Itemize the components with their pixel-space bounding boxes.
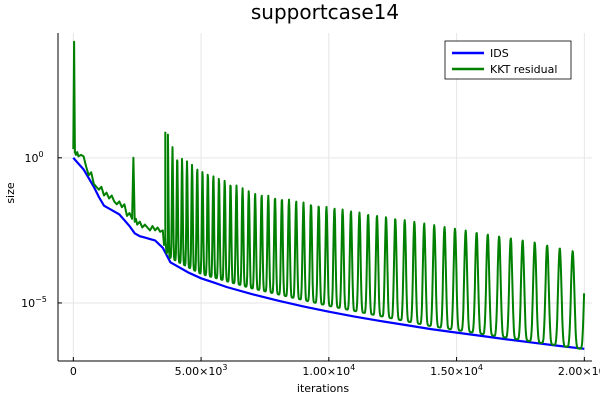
- x-tick-label: 2.00×104: [558, 363, 600, 378]
- legend-box: [444, 40, 572, 80]
- x-axis-label: iterations: [297, 382, 349, 395]
- x-ticks: 0 5.00×103 1.00×104 1.50×104 2.00×104: [70, 357, 600, 378]
- x-tick-label: 0: [70, 365, 77, 378]
- x-tick-label: 1.50×104: [430, 363, 483, 378]
- legend-ids-label: IDS: [490, 47, 509, 60]
- legend: IDS KKT residual: [444, 40, 572, 80]
- x-tick-label: 1.00×104: [302, 363, 355, 378]
- plot-series: [72, 40, 586, 350]
- legend-kkt-label: KKT residual: [490, 63, 557, 76]
- x-tick-label: 5.00×103: [175, 363, 228, 378]
- series-ids-line: [72, 157, 585, 350]
- y-axis-label: size: [4, 182, 17, 204]
- series-kkt-residual-line: [72, 40, 586, 350]
- chart-title: supportcase14: [251, 0, 399, 24]
